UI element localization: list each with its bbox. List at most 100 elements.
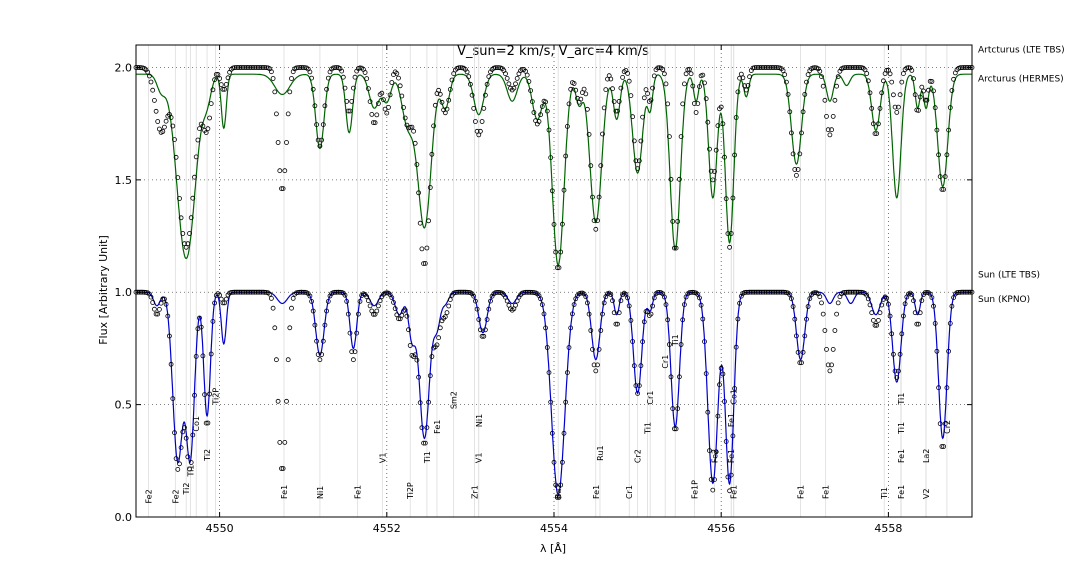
data-point-1-71: [252, 65, 258, 70]
data-point-1-456: [896, 104, 901, 110]
data-point-1-290: [618, 85, 624, 91]
data-point-1-414: [825, 127, 831, 133]
data-point-1-176: [427, 185, 433, 190]
data-point-1-281: [603, 87, 609, 92]
data-point-3-341: [703, 371, 709, 377]
data-point-3-228: [514, 298, 520, 304]
data-point-3-398: [799, 360, 804, 366]
data-point-1-417: [830, 114, 836, 119]
data-point-1-113: [322, 103, 328, 109]
data-point-3-41: [202, 392, 208, 398]
data-point-3-326: [678, 342, 684, 347]
data-point-1-487: [947, 105, 953, 110]
data-point-1-269: [583, 91, 589, 97]
data-point-3-59: [232, 289, 238, 295]
data-point-3-332: [688, 289, 694, 295]
data-point-3-439: [867, 302, 873, 308]
data-point-1-37: [195, 137, 201, 143]
line-id-label-39: Ti1: [897, 393, 906, 406]
data-point-1-182: [437, 91, 443, 97]
data-point-1-49: [215, 72, 221, 77]
data-point-1-453: [891, 92, 896, 98]
data-point-3-375: [760, 289, 766, 295]
data-point-3-243: [539, 302, 545, 308]
data-point-1-312: [655, 65, 661, 71]
data-point-1-81: [268, 69, 274, 75]
data-point-3-68: [247, 289, 253, 295]
data-point-3-388: [782, 289, 788, 295]
data-point-3-351: [720, 371, 726, 377]
data-point-1-175: [426, 218, 432, 224]
data-point-3-196: [461, 289, 467, 295]
data-point-1-93: [289, 76, 294, 81]
data-point-3-181: [436, 335, 442, 341]
data-point-1-287: [613, 108, 619, 114]
data-point-1-344: [708, 168, 714, 174]
data-point-3-317: [663, 302, 669, 308]
data-point-1-465: [911, 76, 916, 82]
data-point-3-31: [185, 454, 191, 460]
data-point-3-193: [456, 289, 462, 295]
data-point-3-111: [319, 352, 325, 357]
data-point-3-401: [804, 316, 809, 322]
data-point-3-67: [245, 289, 251, 295]
data-point-3-286: [611, 310, 617, 316]
data-point-3-82: [270, 305, 276, 311]
data-point-3-320: [668, 374, 674, 380]
data-point-1-236: [528, 88, 533, 93]
data-point-1-85: [275, 140, 281, 145]
legend-label-0: Artcturus (LTE TBS): [978, 45, 1065, 55]
data-point-1-174: [424, 245, 430, 251]
data-point-1-495: [961, 65, 966, 70]
data-point-1-315: [660, 67, 666, 72]
data-point-3-456: [896, 368, 901, 374]
data-point-3-353: [723, 439, 729, 444]
data-point-1-107: [312, 103, 318, 109]
data-point-3-416: [829, 362, 834, 368]
data-point-1-296: [628, 93, 634, 98]
data-point-1-418: [832, 97, 838, 103]
data-point-3-382: [772, 289, 778, 295]
data-point-1-412: [822, 97, 828, 103]
data-point-1-207: [479, 119, 485, 124]
data-point-1-21: [168, 115, 174, 120]
data-point-3-54: [223, 296, 229, 302]
data-point-3-394: [792, 316, 798, 322]
data-point-3-63: [238, 289, 244, 295]
data-point-1-147: [379, 90, 385, 96]
data-point-1-277: [596, 194, 602, 200]
line-id-label-4: Co1: [192, 416, 201, 432]
data-point-3-377: [763, 289, 769, 295]
data-point-3-134: [357, 298, 363, 304]
data-point-3-126: [344, 298, 350, 304]
data-point-1-129: [349, 99, 355, 104]
data-point-1-391: [787, 109, 793, 115]
data-point-3-169: [416, 374, 422, 380]
data-point-3-251: [553, 482, 559, 488]
data-point-1-28: [180, 231, 186, 236]
data-point-1-47: [212, 77, 218, 83]
data-point-1-353: [723, 196, 729, 202]
data-point-1-73: [255, 65, 261, 70]
data-point-1-472: [922, 97, 928, 103]
data-point-1-23: [172, 137, 177, 143]
data-point-3-452: [889, 331, 895, 337]
data-point-3-482: [939, 444, 945, 449]
data-point-3-294: [625, 295, 630, 301]
data-point-3-86: [277, 439, 283, 445]
data-point-3-396: [795, 349, 801, 355]
data-point-3-371: [753, 289, 759, 295]
line-id-label-42: Cr2: [943, 420, 952, 434]
data-point-1-137: [362, 70, 368, 75]
data-point-1-88: [280, 186, 286, 192]
data-point-1-36: [193, 154, 199, 160]
data-point-3-472: [922, 290, 928, 296]
data-point-1-114: [324, 86, 330, 92]
data-point-3-470: [919, 298, 925, 304]
data-point-1-105: [309, 75, 315, 81]
data-point-1-52: [220, 86, 226, 92]
data-point-3-308: [648, 311, 654, 317]
data-point-3-285: [610, 298, 615, 304]
data-point-3-215: [493, 290, 498, 296]
data-point-1-40: [200, 123, 206, 129]
